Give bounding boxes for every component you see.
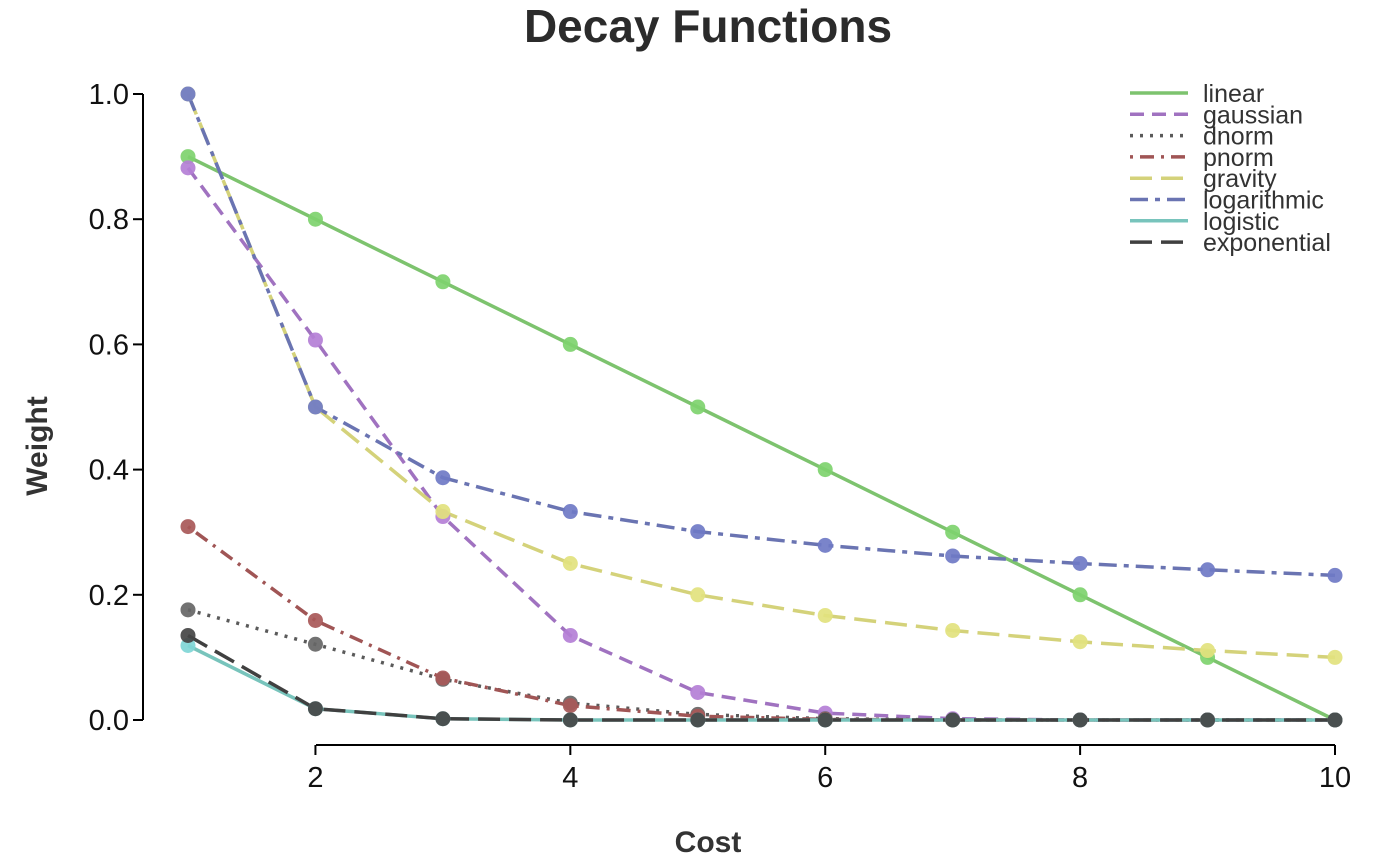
data-point-linear (945, 524, 961, 540)
data-point-logarithmic (1327, 567, 1343, 583)
data-point-gravity (1327, 649, 1343, 665)
data-point-linear (690, 399, 706, 415)
x-tick-label: 6 (817, 762, 833, 794)
data-point-logarithmic (180, 86, 196, 102)
data-point-linear (1072, 587, 1088, 603)
series-points (180, 86, 1343, 728)
y-tick-label: 0.8 (89, 204, 129, 236)
x-tick-label: 4 (562, 762, 578, 794)
series-lines (186, 93, 1336, 722)
x-tick-label: 10 (1319, 762, 1351, 794)
legend-label-dnorm: dnorm (1203, 123, 1274, 151)
data-point-linear (307, 211, 323, 227)
data-point-gravity (690, 587, 706, 603)
data-point-pnorm (562, 698, 578, 714)
x-axis-label: Cost (675, 826, 742, 859)
data-point-gravity (562, 556, 578, 571)
data-point-exponential (307, 701, 323, 717)
y-axis-label: Weight (21, 396, 54, 495)
data-point-linear (435, 274, 451, 290)
data-point-logarithmic (435, 470, 451, 486)
data-point-logarithmic (562, 504, 578, 520)
data-point-exponential (562, 712, 578, 728)
data-point-gaussian (690, 684, 706, 700)
y-tick-label: 0.6 (89, 329, 129, 361)
data-point-logarithmic (945, 548, 961, 564)
series-line-logistic (187, 643, 1335, 722)
data-point-linear (817, 462, 833, 478)
data-point-gaussian (562, 627, 578, 643)
legend-label-logistic: logistic (1203, 208, 1279, 236)
data-point-logarithmic (817, 537, 833, 553)
data-point-logarithmic (690, 524, 706, 540)
legend-label-logarithmic: logarithmic (1203, 187, 1324, 215)
data-point-pnorm (307, 612, 323, 628)
data-point-dnorm (180, 602, 196, 618)
series-line-gravity (186, 93, 1336, 660)
data-point-exponential (1072, 712, 1088, 728)
legend-label-gravity: gravity (1203, 165, 1277, 193)
y-ticks: 0.0 0.2 0.4 0.6 0.8 1.0 (89, 79, 143, 737)
data-point-logarithmic (1072, 556, 1088, 571)
data-point-pnorm (435, 670, 451, 686)
data-point-exponential (817, 712, 833, 728)
data-point-pnorm (180, 519, 196, 535)
y-tick-label: 0.0 (89, 705, 129, 737)
data-point-exponential (180, 627, 196, 643)
data-point-exponential (1327, 712, 1343, 728)
data-point-gravity (435, 504, 451, 520)
data-point-gaussian (307, 332, 323, 348)
legend-label-exponential: exponential (1203, 229, 1331, 257)
data-point-exponential (1200, 712, 1216, 728)
series-line-linear (187, 155, 1336, 722)
series-line-pnorm (186, 525, 1335, 722)
y-tick-label: 0.4 (89, 455, 129, 487)
data-point-exponential (435, 711, 451, 727)
data-point-gravity (1072, 634, 1088, 650)
chart-title: Decay Functions (524, 0, 892, 52)
legend: lineargaussiandnormpnormgravitylogarithm… (1130, 80, 1331, 257)
data-point-gaussian (180, 160, 196, 176)
data-point-exponential (945, 712, 961, 728)
data-point-logarithmic (1200, 562, 1216, 578)
series-line-exponential (187, 633, 1335, 722)
series-line-dnorm (187, 608, 1335, 722)
data-point-linear (180, 149, 196, 165)
legend-label-pnorm: pnorm (1203, 144, 1274, 172)
legend-label-linear: linear (1203, 80, 1264, 108)
x-tick-label: 2 (307, 762, 323, 794)
data-point-gravity (1200, 643, 1216, 659)
x-tick-label: 8 (1072, 762, 1088, 794)
data-point-linear (562, 336, 578, 352)
y-tick-label: 1.0 (89, 79, 129, 111)
data-point-gravity (945, 622, 961, 638)
legend-label-gaussian: gaussian (1203, 101, 1303, 129)
x-ticks: 2 4 6 8 10 (307, 745, 1351, 794)
data-point-gravity (817, 607, 833, 623)
series-line-logarithmic (186, 93, 1336, 578)
data-point-logarithmic (307, 399, 323, 415)
y-tick-label: 0.2 (89, 580, 129, 612)
data-point-exponential (690, 712, 706, 728)
data-point-dnorm (307, 636, 323, 652)
